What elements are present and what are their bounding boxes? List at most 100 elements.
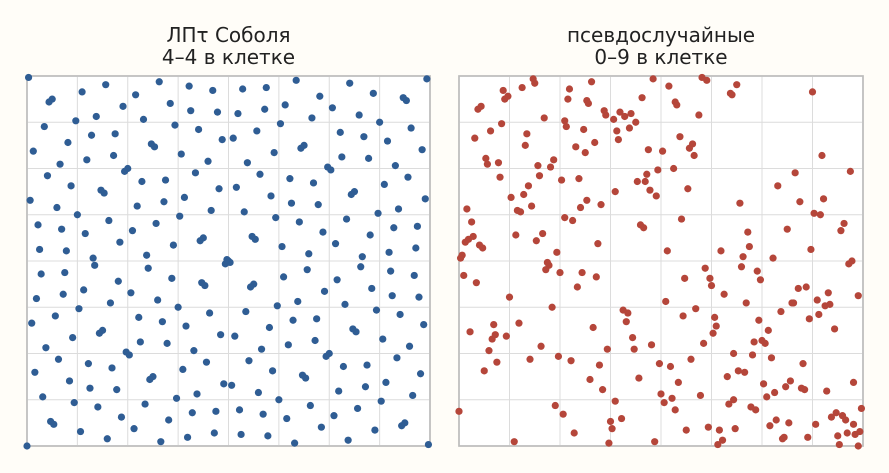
point xyxy=(816,211,824,219)
point xyxy=(696,391,705,400)
point xyxy=(235,406,244,414)
point xyxy=(191,169,200,177)
point xyxy=(559,410,567,418)
point xyxy=(248,232,256,241)
point xyxy=(287,199,296,207)
point xyxy=(413,222,422,230)
point xyxy=(741,368,749,376)
point xyxy=(827,413,836,421)
point xyxy=(328,104,336,112)
point xyxy=(76,427,85,436)
plot-border xyxy=(26,75,431,447)
point xyxy=(353,404,362,413)
point xyxy=(580,125,588,134)
point xyxy=(644,146,652,154)
point xyxy=(703,76,711,84)
point xyxy=(512,231,520,239)
point xyxy=(127,289,135,297)
chart-title: ЛПτ Соболя xyxy=(166,23,290,47)
point xyxy=(187,107,195,115)
point xyxy=(565,85,574,93)
point xyxy=(114,277,122,285)
point xyxy=(857,404,866,413)
point xyxy=(542,266,550,274)
point xyxy=(785,419,793,427)
point xyxy=(309,179,318,187)
point xyxy=(550,156,558,164)
point xyxy=(849,420,858,428)
point xyxy=(616,108,624,116)
point xyxy=(688,140,697,148)
point xyxy=(268,367,277,375)
point xyxy=(796,198,804,206)
point xyxy=(119,102,127,110)
point xyxy=(358,253,366,261)
point xyxy=(202,358,211,366)
point xyxy=(679,312,687,320)
point xyxy=(289,316,297,324)
point xyxy=(412,244,420,252)
point xyxy=(556,268,564,277)
point xyxy=(640,224,648,232)
point xyxy=(641,177,649,186)
point xyxy=(212,407,220,415)
point xyxy=(753,267,761,275)
point xyxy=(774,182,782,190)
point xyxy=(581,149,589,157)
point xyxy=(103,435,111,443)
point xyxy=(840,219,848,228)
point xyxy=(254,388,263,397)
point xyxy=(196,237,204,245)
point xyxy=(172,394,181,402)
point xyxy=(61,268,69,277)
point xyxy=(246,283,255,291)
point xyxy=(797,384,806,392)
point xyxy=(491,331,499,339)
point xyxy=(527,202,536,210)
point xyxy=(53,203,61,212)
point xyxy=(179,365,187,373)
point xyxy=(24,73,33,82)
point xyxy=(539,229,547,238)
point xyxy=(510,438,518,446)
point xyxy=(643,170,651,178)
point xyxy=(314,201,322,209)
point xyxy=(78,88,86,96)
point xyxy=(349,325,357,333)
point xyxy=(409,391,417,400)
point xyxy=(561,117,569,125)
point xyxy=(692,305,700,313)
point xyxy=(714,440,722,449)
point xyxy=(237,430,245,439)
point xyxy=(311,336,319,345)
point xyxy=(262,83,270,92)
point xyxy=(70,399,78,407)
point xyxy=(611,188,619,196)
point xyxy=(676,133,684,141)
point xyxy=(819,195,828,203)
point xyxy=(723,373,731,381)
point xyxy=(43,172,52,180)
point xyxy=(700,339,708,347)
point xyxy=(382,378,390,387)
point xyxy=(736,199,744,207)
point xyxy=(628,334,637,342)
point xyxy=(627,109,635,118)
point xyxy=(783,225,791,233)
point xyxy=(805,315,813,323)
point xyxy=(62,247,70,255)
point xyxy=(546,163,555,171)
point xyxy=(34,221,42,229)
point xyxy=(830,325,839,333)
point xyxy=(168,274,176,282)
point xyxy=(611,397,619,405)
point xyxy=(380,180,388,188)
point xyxy=(584,99,593,108)
point xyxy=(647,341,656,349)
point xyxy=(570,429,578,437)
point xyxy=(80,286,88,294)
point xyxy=(763,393,771,401)
point xyxy=(690,151,698,160)
point xyxy=(622,318,630,326)
